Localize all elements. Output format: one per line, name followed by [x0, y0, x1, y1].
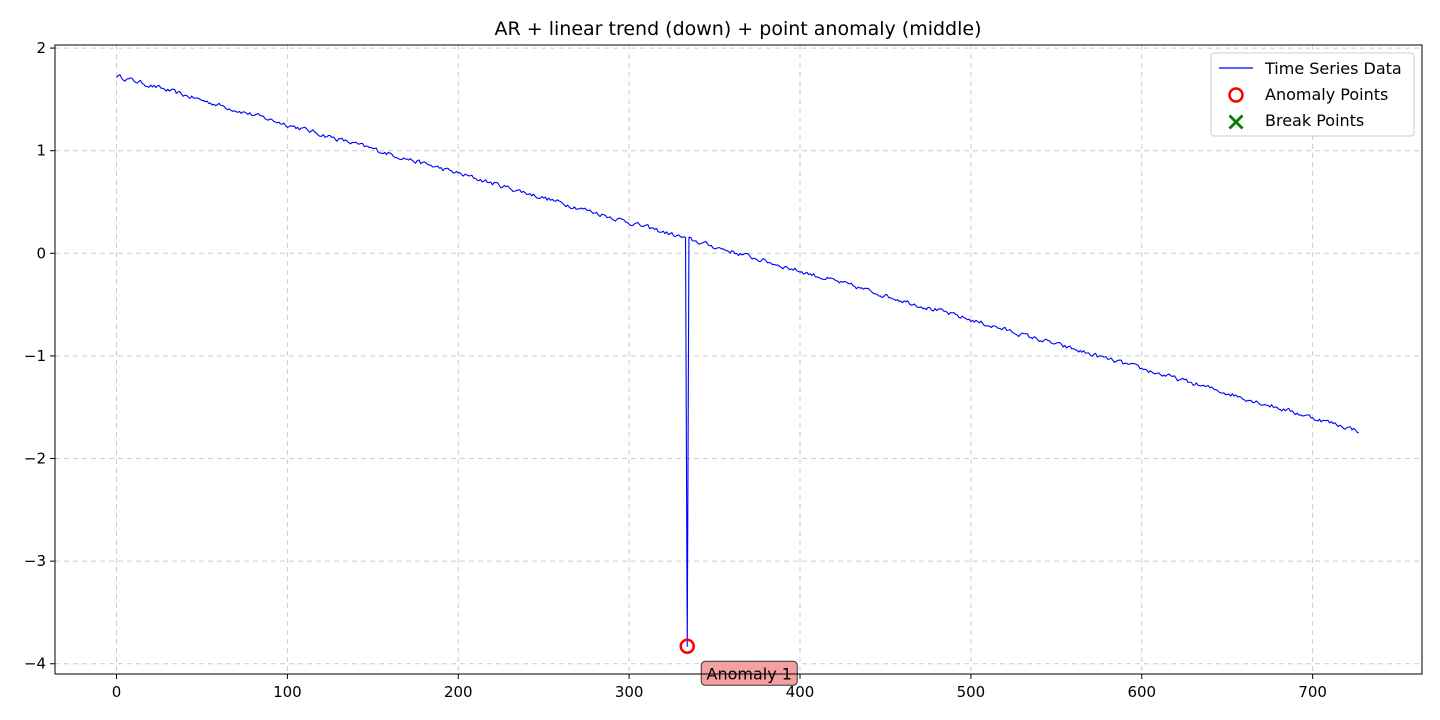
- y-tick-label: 1: [36, 142, 46, 160]
- x-tick-label: 400: [786, 683, 815, 701]
- anomaly-point-marker: [679, 638, 695, 655]
- y-tick-label: −3: [24, 552, 46, 570]
- x-tick-label: 0: [112, 683, 122, 701]
- x-tick-label: 600: [1127, 683, 1156, 701]
- y-tick-label: −2: [24, 450, 46, 468]
- x-tick-label: 700: [1298, 683, 1327, 701]
- chart-title: AR + linear trend (down) + point anomaly…: [495, 18, 982, 40]
- y-tick-label: 2: [36, 39, 46, 57]
- axis-layer: 0 100 200 300 400 500 600 700 2 1 0 −1 −2 −3 −4: [24, 39, 1327, 701]
- legend-label-series: Time Series Data: [1264, 59, 1402, 78]
- x-tick-label: 300: [615, 683, 644, 701]
- legend-label-anomaly: Anomaly Points: [1265, 85, 1388, 104]
- series-line-time-series-data: [116, 74, 1360, 647]
- x-tick-label: 100: [273, 683, 302, 701]
- legend: Time Series Data Anomaly Points Break Po…: [1210, 52, 1415, 137]
- x-tick-label: 200: [444, 683, 473, 701]
- legend-label-break: Break Points: [1265, 111, 1364, 130]
- legend-break-swatch: [1228, 114, 1244, 130]
- y-tick-label: −1: [24, 347, 46, 365]
- legend-box: [1210, 52, 1415, 137]
- y-tick-label: 0: [36, 244, 46, 262]
- anomaly-annotation-box: [700, 660, 798, 686]
- y-tick-label: −4: [24, 655, 46, 673]
- plot-frame: [54, 44, 1423, 675]
- legend-anomaly-swatch: [1228, 87, 1244, 103]
- x-tick-label: 500: [957, 683, 986, 701]
- grid-layer: [55, 45, 1422, 674]
- series-layer: [116, 74, 1360, 647]
